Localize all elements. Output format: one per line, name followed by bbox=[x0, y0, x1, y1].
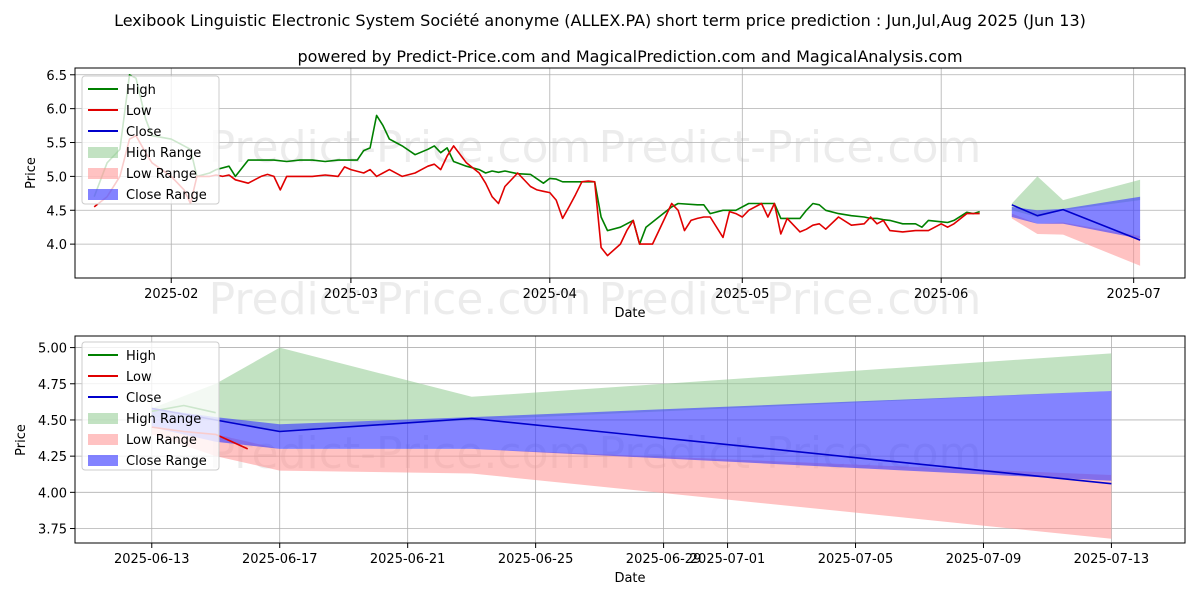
x-tick-label: 2025-07-05 bbox=[818, 552, 894, 567]
legend-label: High Range bbox=[126, 146, 201, 161]
y-tick-label: 4.25 bbox=[38, 450, 67, 465]
top-y-axis-label: Price bbox=[24, 157, 39, 189]
y-tick-label: 4.00 bbox=[38, 486, 67, 501]
legend-label: Low bbox=[126, 370, 152, 385]
close-range-band bbox=[151, 391, 1112, 481]
top-x-axis-label: Date bbox=[614, 306, 645, 321]
y-tick-label: 4.5 bbox=[46, 204, 67, 219]
close-line bbox=[1011, 204, 1141, 241]
x-tick-label: 2025-06 bbox=[914, 287, 968, 302]
legend-label: Close Range bbox=[126, 454, 207, 469]
watermark-top-4: Predict-Price.com bbox=[599, 274, 982, 325]
low-range-band bbox=[151, 428, 1112, 539]
legend-swatch bbox=[88, 189, 118, 200]
x-tick-label: 2025-07-09 bbox=[946, 552, 1022, 567]
x-tick-label: 2025-06-25 bbox=[498, 552, 574, 567]
top-legend: High Low Close High Range Low Range Close Ran… bbox=[81, 75, 220, 205]
x-tick-label: 2025-06-17 bbox=[242, 552, 318, 567]
top-plot-frame bbox=[74, 67, 1186, 279]
y-tick-label: 3.75 bbox=[38, 523, 67, 538]
legend-swatch bbox=[88, 147, 118, 158]
legend-label: Low Range bbox=[126, 167, 197, 182]
chart-title: Lexibook Linguistic Electronic System So… bbox=[114, 11, 1086, 30]
legend-label: Close bbox=[126, 391, 161, 406]
low-line bbox=[93, 134, 980, 257]
watermark-top-3: Predict-Price.com bbox=[209, 274, 592, 325]
x-tick-label: 2025-06-29 bbox=[626, 552, 702, 567]
low-range-band bbox=[1011, 213, 1141, 266]
y-tick-label: 6.5 bbox=[46, 69, 67, 84]
watermark-top-1: Predict-Price.com bbox=[209, 122, 592, 173]
x-tick-label: 2025-05 bbox=[715, 287, 769, 302]
bottom-plot-frame bbox=[74, 335, 1186, 544]
top-panel: Predict-Price.com Predict-Price.com Pred… bbox=[24, 67, 1186, 325]
watermark-top-2: Predict-Price.com bbox=[599, 122, 982, 173]
x-tick-label: 2025-07 bbox=[1107, 287, 1161, 302]
bottom-legend: High Low Close High Range Low Range Close Ran… bbox=[81, 341, 220, 471]
bottom-x-axis-label: Date bbox=[614, 571, 645, 586]
y-tick-label: 6.0 bbox=[46, 103, 67, 118]
high-range-band bbox=[1011, 176, 1141, 217]
legend-label: Low bbox=[126, 104, 152, 119]
legend-label: High Range bbox=[126, 412, 201, 427]
x-tick-label: 2025-07-01 bbox=[690, 552, 766, 567]
y-tick-label: 5.0 bbox=[46, 170, 67, 185]
y-tick-label: 4.50 bbox=[38, 414, 67, 429]
legend-swatch bbox=[88, 168, 118, 179]
y-tick-label: 5.00 bbox=[38, 342, 67, 357]
chart-subtitle: powered by Predict-Price.com and Magical… bbox=[297, 47, 962, 66]
bottom-panel: Predict-Price.com Predict-Price.com 2025… bbox=[14, 335, 1186, 586]
y-tick-label: 5.5 bbox=[46, 137, 67, 152]
bottom-y-axis-label: Price bbox=[14, 424, 29, 456]
x-tick-label: 2025-04 bbox=[523, 287, 577, 302]
x-tick-label: 2025-06-13 bbox=[114, 552, 190, 567]
x-tick-label: 2025-07-13 bbox=[1074, 552, 1150, 567]
legend-label: Close bbox=[126, 125, 161, 140]
legend-label: High bbox=[126, 83, 156, 98]
legend-label: Low Range bbox=[126, 433, 197, 448]
x-tick-label: 2025-03 bbox=[324, 287, 378, 302]
x-tick-label: 2025-02 bbox=[144, 287, 198, 302]
high-range-band bbox=[151, 347, 1112, 432]
x-tick-label: 2025-06-21 bbox=[370, 552, 446, 567]
legend-label: Close Range bbox=[126, 188, 207, 203]
legend-swatch bbox=[88, 455, 118, 466]
legend-swatch bbox=[88, 434, 118, 445]
legend-label: High bbox=[126, 349, 156, 364]
high-line bbox=[93, 74, 980, 245]
y-tick-label: 4.0 bbox=[46, 238, 67, 253]
y-tick-label: 4.75 bbox=[38, 378, 67, 393]
legend-swatch bbox=[88, 413, 118, 424]
